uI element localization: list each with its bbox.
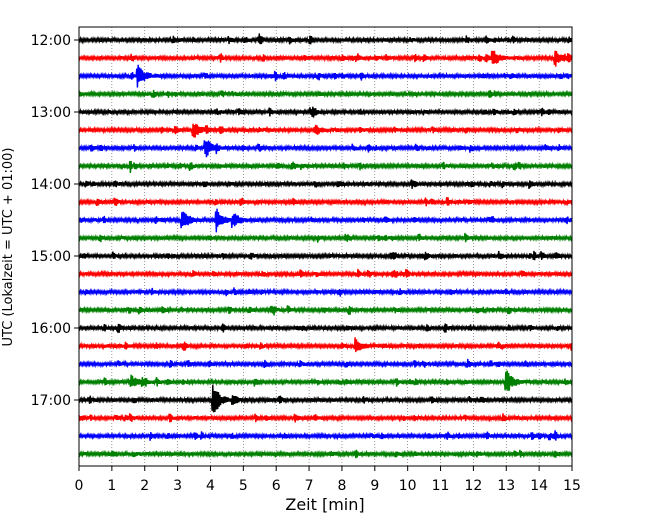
x-tick-label: 6 — [272, 478, 281, 494]
trace-row-1200 — [78, 33, 573, 45]
y-tick-label: 15:00 — [31, 249, 71, 265]
trace-row-1645 — [78, 370, 573, 391]
trace-row-1630 — [78, 358, 573, 369]
trace-row-1615 — [78, 337, 573, 353]
x-tick-label: 10 — [399, 478, 417, 494]
x-tick-label: 4 — [206, 478, 215, 494]
x-tick-label: 15 — [563, 478, 581, 494]
x-tick-label: 13 — [497, 478, 515, 494]
x-tick-label: 8 — [337, 478, 346, 494]
x-tick-label: 2 — [140, 478, 149, 494]
x-tick-label: 0 — [75, 478, 84, 494]
x-axis-ticks: 0 1 2 3 4 5 6 7 8 9 10 11 12 13 14 15 — [75, 466, 581, 494]
y-axis-label: UTC (Lokalzeit = UTC + 01:00) — [1, 148, 16, 347]
trace-row-1315 — [78, 123, 573, 138]
trace-row-1700 — [78, 384, 573, 413]
trace-row-1715 — [78, 413, 573, 423]
trace-row-1515 — [78, 268, 573, 279]
y-tick-label: 17:00 — [31, 393, 71, 409]
x-tick-label: 1 — [107, 478, 116, 494]
trace-row-1500 — [78, 250, 573, 261]
x-tick-label: 5 — [239, 478, 248, 494]
trace-row-1545 — [78, 305, 573, 316]
trace-row-1345 — [78, 160, 573, 174]
x-tick-label: 11 — [432, 478, 450, 494]
trace-row-1600 — [78, 323, 573, 333]
plot-frame — [78, 26, 573, 467]
trace-row-1230 — [78, 64, 573, 88]
trace-row-1300 — [78, 106, 573, 118]
y-tick-label: 14:00 — [31, 177, 71, 193]
x-tick-label: 9 — [370, 478, 379, 494]
trace-row-1415 — [78, 197, 573, 207]
trace-row-1445 — [78, 232, 573, 243]
seismic-traces — [78, 33, 573, 459]
trace-row-1245 — [78, 89, 573, 99]
trace-row-1430 — [78, 208, 573, 233]
trace-row-1530 — [78, 287, 573, 297]
grid-lines — [111, 27, 540, 466]
y-tick-label: 16:00 — [31, 321, 71, 337]
x-axis-label: Zeit [min] — [285, 495, 364, 514]
y-axis-ticks: 12:00 13:00 14:00 15:00 16:00 17:00 — [31, 33, 79, 409]
y-tick-label: 12:00 — [31, 33, 71, 49]
x-tick-label: 3 — [173, 478, 182, 494]
y-tick-label: 13:00 — [31, 105, 71, 121]
trace-row-1745 — [78, 449, 573, 459]
trace-row-1215 — [78, 50, 573, 67]
x-tick-label: 14 — [530, 478, 548, 494]
x-tick-label: 12 — [464, 478, 482, 494]
trace-row-1730 — [78, 430, 573, 441]
trace-row-1330 — [78, 140, 573, 158]
x-tick-label: 7 — [305, 478, 314, 494]
trace-row-1400 — [78, 179, 573, 189]
